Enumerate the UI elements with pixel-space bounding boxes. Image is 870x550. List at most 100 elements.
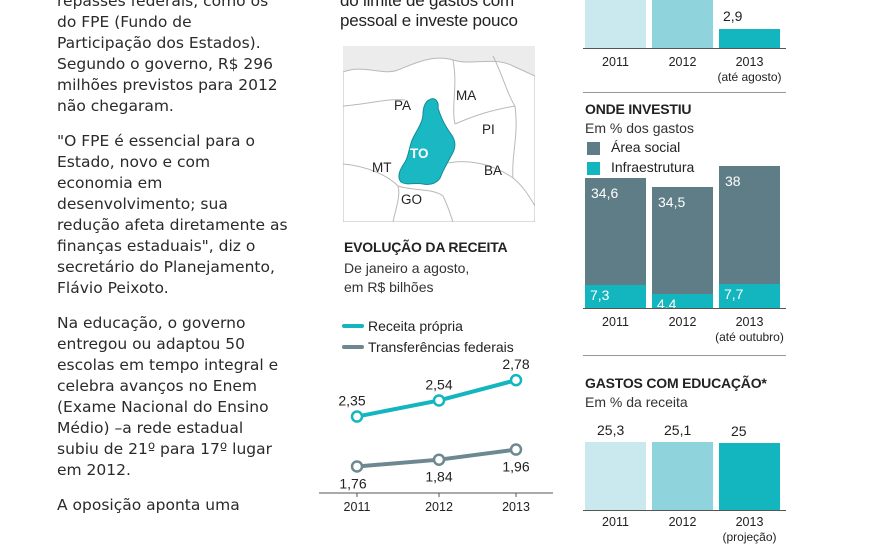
line-value-label: 1,84 xyxy=(425,469,452,485)
article-line: Na educação, o governo xyxy=(57,314,246,332)
map-label-mt: MT xyxy=(372,160,392,175)
stacked-value-infra: 7,7 xyxy=(724,286,744,303)
map-label-to: TO xyxy=(410,146,429,161)
stacked-section-divider xyxy=(583,355,786,356)
legend-swatch-infraestrutura xyxy=(587,162,600,175)
article-line: entregou ou adaptou 50 xyxy=(57,335,246,353)
map-border-pa xyxy=(343,99,406,107)
legend-text-area-social: Área social xyxy=(611,139,681,155)
article-line: do FPE (Fundo de xyxy=(57,13,192,31)
stacked-value-social: 38 xyxy=(725,173,741,190)
article-line: secretário do Planejamento, xyxy=(57,258,275,276)
onde-investiu-title: ONDE INVESTIU xyxy=(585,101,692,117)
education-value: 25 xyxy=(731,422,747,439)
line-point-transferencias xyxy=(350,460,364,473)
stacked-bar-infra-2011 xyxy=(585,285,646,308)
education-xlabel: 2011 xyxy=(602,515,629,529)
line-xlabel: 2013 xyxy=(502,500,530,514)
article-line: subiu de 21º para 17º lugar xyxy=(57,440,272,458)
paragraph-gap xyxy=(57,117,307,131)
line-chart-title: EVOLUÇÃO DA RECEITA xyxy=(344,239,508,255)
map-tocantins xyxy=(398,98,456,185)
legend-line-receita xyxy=(342,324,364,328)
stacked-bar-infra-2013 xyxy=(719,284,780,308)
top-bar-baseline xyxy=(583,48,786,49)
map-label-pi: PI xyxy=(482,122,495,137)
map-label-pa: PA xyxy=(394,98,412,113)
middle-header-line2: pessoal e investe pouco xyxy=(340,11,518,30)
map-border-east xyxy=(492,55,517,179)
education-bar-2011 xyxy=(585,441,646,510)
article-line: A oposição aponta uma xyxy=(57,496,240,514)
map-border-go xyxy=(397,185,454,222)
legend-text-receita: Receita própria xyxy=(368,318,463,334)
line-xlabel: 2012 xyxy=(425,500,453,514)
stacked-bar-infra-2012 xyxy=(652,294,713,308)
map-svg xyxy=(343,55,535,222)
education-bar-2012 xyxy=(652,442,713,510)
stacked-bar-social-2013 xyxy=(719,166,780,285)
map: PA MA PI TO MT BA GO xyxy=(343,46,535,222)
article-text: repasses federais, como os do FPE (Fundo … xyxy=(57,0,307,516)
line-point-receita xyxy=(432,394,446,407)
stacked-bar-social-2011 xyxy=(585,178,646,286)
line-value-label: 2,35 xyxy=(338,393,365,409)
education-value: 25,3 xyxy=(597,421,625,438)
education-xlabel: 2013 xyxy=(735,515,764,529)
gastos-educacao-title: GASTOS COM EDUCAÇÃO* xyxy=(585,375,767,391)
article-line: milhões previstos para 2012 xyxy=(57,76,278,94)
article-line: finanças estaduais", diz o xyxy=(57,237,256,255)
line-chart-subtitle-1: De janeiro a agosto, xyxy=(344,260,470,276)
legend-swatch-area-social xyxy=(587,142,600,155)
top-bar-xlabel: 2013 xyxy=(735,55,764,69)
paragraph-gap xyxy=(57,481,307,495)
line-chart-subtitle-2: em R$ bilhões xyxy=(344,279,434,295)
stacked-value-infra: 7,3 xyxy=(590,287,610,304)
stacked-xlabel: 2012 xyxy=(668,315,697,329)
stacked-value-social: 34,6 xyxy=(591,185,619,202)
article-line: economia em xyxy=(57,174,163,192)
map-border-pi xyxy=(454,105,516,125)
map-label-go: GO xyxy=(401,192,423,207)
legend-line-transferencias xyxy=(342,345,364,349)
map-label-ba: BA xyxy=(484,163,503,178)
education-baseline xyxy=(583,510,786,511)
gastos-educacao-subtitle: Em % da receita xyxy=(585,394,688,410)
line-value-label: 1,96 xyxy=(502,459,529,475)
legend-text-infraestrutura: Infraestrutura xyxy=(611,159,695,175)
stacked-xlabel: 2011 xyxy=(602,315,629,329)
line-xlabel: 2011 xyxy=(344,500,371,514)
education-xlabel: 2012 xyxy=(668,515,697,529)
article-line: (Exame Nacional do Ensino xyxy=(57,398,269,416)
stacked-value-social: 34,5 xyxy=(658,194,686,211)
line-point-transferencias xyxy=(432,453,446,466)
article-line: "O FPE é essencial para o xyxy=(57,132,255,150)
middle-header-line1: do limite de gastos com xyxy=(340,0,514,10)
article-line: escolas em tempo integral e xyxy=(57,356,279,374)
article-line: celebra avanços no Enem xyxy=(57,377,258,395)
top-section-divider xyxy=(583,92,786,93)
article-line: Médio) –a rede estadual xyxy=(57,419,244,437)
top-bar-xlabel: 2012 xyxy=(668,55,697,69)
article-line: repasses federais, como os xyxy=(57,0,269,10)
stacked-xnote: (até outubro) xyxy=(715,330,784,344)
article-line: Flávio Peixoto. xyxy=(57,279,169,297)
article-line: Estado, novo e com xyxy=(57,153,211,171)
education-value: 25,1 xyxy=(664,422,692,439)
line-point-receita xyxy=(350,410,364,423)
top-bar-xnote: (até agosto) xyxy=(717,70,782,84)
line-value-label: 2,78 xyxy=(502,356,529,372)
top-bar-2012 xyxy=(652,0,713,48)
legend-text-transferencias: Transferências federais xyxy=(368,339,514,355)
stacked-baseline xyxy=(583,308,786,309)
line-point-receita xyxy=(509,373,523,387)
article-line: não chegaram. xyxy=(57,97,174,115)
map-label-ma: MA xyxy=(456,88,477,103)
line-point-transferencias xyxy=(509,443,523,456)
stacked-xlabel: 2013 xyxy=(735,315,764,329)
article-line: Participação dos Estados). xyxy=(57,34,261,52)
article-line: Segundo o governo, R$ 296 xyxy=(57,55,273,73)
top-bar-2013 xyxy=(719,29,780,48)
education-bar-2013 xyxy=(719,442,780,510)
line-value-label: 1,76 xyxy=(339,475,366,491)
